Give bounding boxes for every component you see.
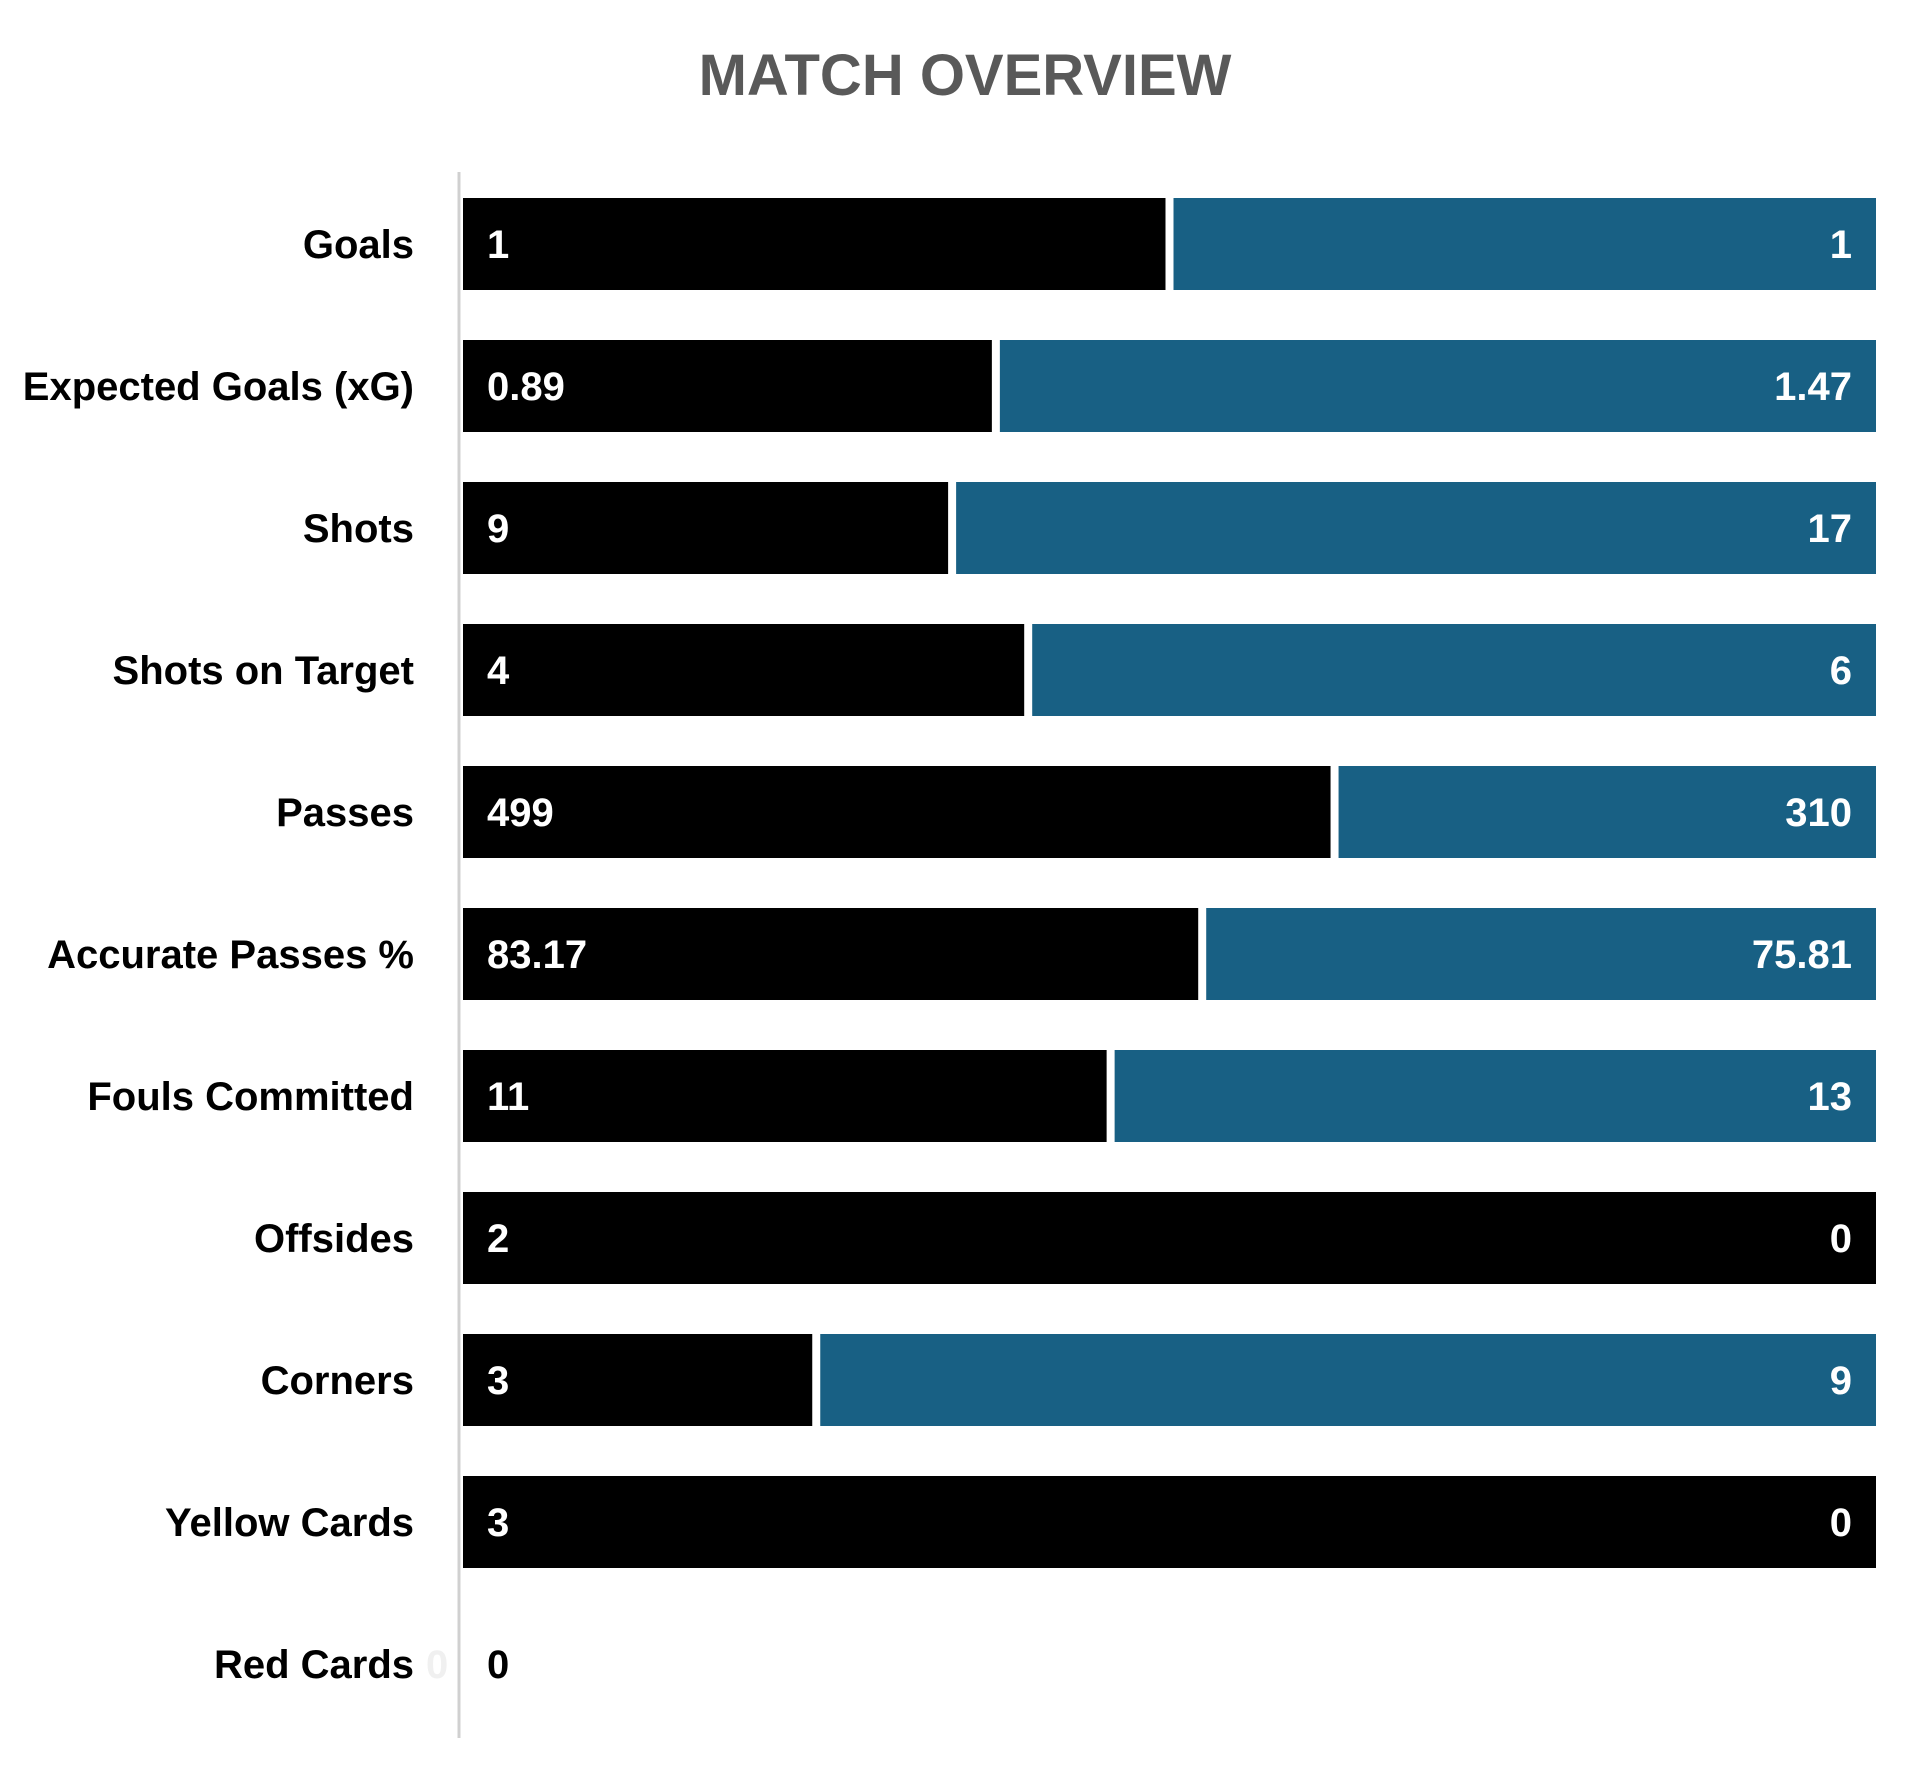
- value-label-left: 9: [487, 507, 509, 551]
- bar-left: [463, 340, 992, 432]
- value-label-left: 83.17: [487, 933, 587, 977]
- bar-right: [1206, 908, 1876, 1000]
- value-label-right: 17: [1808, 507, 1853, 551]
- bar-left: [463, 1476, 1876, 1568]
- value-label-right: 9: [1830, 1359, 1852, 1403]
- bar-left: [463, 1192, 1876, 1284]
- value-label-left: 3: [487, 1501, 509, 1545]
- bar-right: [1338, 766, 1876, 858]
- category-label: Shots: [303, 507, 414, 551]
- value-label-left: 0: [487, 1643, 509, 1687]
- value-label-left: 4: [487, 649, 510, 693]
- bar-left: [463, 1050, 1107, 1142]
- value-label-right: 0: [1830, 1501, 1852, 1545]
- category-label: Shots on Target: [113, 649, 414, 693]
- bar-left: [463, 1334, 813, 1426]
- value-label-right: 1: [1830, 223, 1852, 267]
- category-label: Expected Goals (xG): [23, 365, 414, 409]
- bar-right: [1173, 198, 1876, 290]
- bar-left: [463, 766, 1331, 858]
- category-label: Accurate Passes %: [47, 933, 414, 977]
- value-label-right: 6: [1830, 649, 1852, 693]
- category-label: Red Cards: [214, 1643, 414, 1687]
- value-label-left: 499: [487, 791, 554, 835]
- bar-left: [463, 908, 1199, 1000]
- value-label-right: 1.47: [1774, 365, 1852, 409]
- value-label-right: 13: [1808, 1075, 1853, 1119]
- value-label-left: 0.89: [487, 365, 565, 409]
- bar-left: [463, 198, 1166, 290]
- value-label-left: 3: [487, 1359, 509, 1403]
- value-label-right: 310: [1785, 791, 1852, 835]
- bar-left: [463, 482, 949, 574]
- bar-right: [956, 482, 1876, 574]
- chart-title: MATCH OVERVIEW: [699, 43, 1232, 108]
- category-label: Yellow Cards: [165, 1501, 414, 1545]
- bar-right: [820, 1334, 1876, 1426]
- value-label-left: 1: [487, 223, 509, 267]
- value-label-right: 0: [426, 1643, 448, 1687]
- category-label: Corners: [261, 1359, 414, 1403]
- category-label: Goals: [303, 223, 414, 267]
- bar-left: [463, 624, 1025, 716]
- value-label-right: 0: [1830, 1217, 1852, 1261]
- bar-right: [999, 340, 1876, 432]
- bar-right: [1032, 624, 1876, 716]
- bar-right: [1114, 1050, 1876, 1142]
- category-label: Offsides: [254, 1217, 414, 1261]
- category-label: Passes: [276, 791, 414, 835]
- value-label-left: 2: [487, 1217, 509, 1261]
- value-label-left: 11: [487, 1075, 529, 1119]
- category-label: Fouls Committed: [87, 1075, 414, 1119]
- value-label-right: 75.81: [1752, 933, 1852, 977]
